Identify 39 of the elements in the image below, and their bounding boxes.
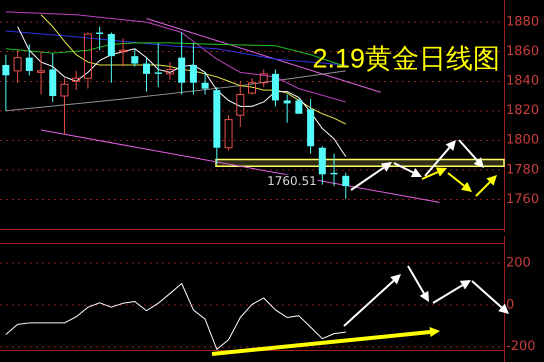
candlestick bbox=[213, 86, 220, 164]
candlestick bbox=[119, 38, 128, 67]
candlestick bbox=[330, 153, 338, 187]
candlestick bbox=[2, 54, 10, 112]
candlestick bbox=[26, 44, 33, 76]
candlestick bbox=[154, 42, 162, 88]
candlestick bbox=[260, 68, 268, 88]
candlestick bbox=[295, 98, 302, 114]
candlestick bbox=[37, 51, 46, 96]
annotation: 1760.51 bbox=[267, 174, 317, 188]
candlestick bbox=[143, 57, 150, 92]
candlestick bbox=[272, 68, 279, 107]
candlestick bbox=[236, 80, 244, 128]
y-tick-label: 1880 bbox=[506, 14, 540, 30]
candlestick bbox=[202, 72, 209, 96]
candlestick bbox=[318, 146, 326, 186]
candlestick bbox=[60, 78, 68, 135]
y-tick-label: 1760 bbox=[506, 192, 540, 207]
y-tick-label: 1840 bbox=[506, 74, 540, 89]
candlestick bbox=[307, 98, 314, 154]
y-tick-label: 1780 bbox=[506, 162, 540, 178]
y-tick-label: 0 bbox=[506, 297, 514, 312]
y-tick-label: 200 bbox=[506, 255, 531, 270]
candlestick bbox=[190, 42, 197, 96]
candlestick bbox=[284, 94, 291, 124]
candlestick bbox=[72, 70, 80, 91]
candlestick bbox=[178, 32, 186, 96]
y-tick-label: -200 bbox=[506, 339, 536, 354]
candlestick bbox=[84, 32, 92, 90]
y-tick-label: 1800 bbox=[506, 132, 540, 148]
candlestick bbox=[131, 48, 138, 67]
candlestick bbox=[14, 50, 22, 84]
y-tick-label: 1860 bbox=[506, 44, 540, 60]
candlestick bbox=[108, 32, 115, 84]
y-tick-label: 1820 bbox=[506, 103, 540, 118]
candlestick bbox=[49, 52, 56, 102]
candlestick bbox=[96, 26, 104, 51]
candlestick bbox=[166, 62, 174, 80]
candlestick bbox=[342, 172, 350, 200]
